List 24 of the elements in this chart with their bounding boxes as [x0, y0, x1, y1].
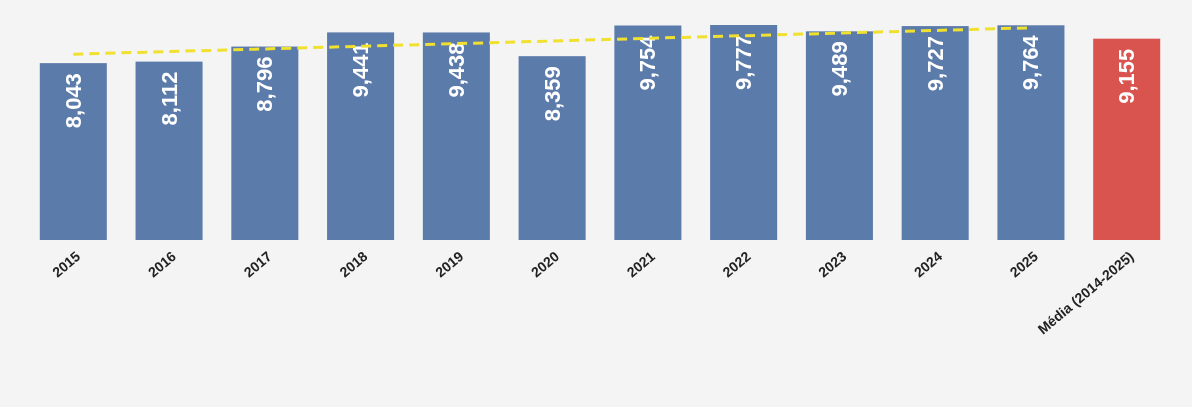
bar [805, 31, 873, 240]
bar [901, 26, 969, 240]
bar [518, 56, 586, 240]
data-label: 9,754 [635, 34, 661, 91]
data-label: 9,727 [922, 36, 948, 92]
bar [135, 61, 203, 240]
data-label: 9,489 [826, 41, 852, 97]
data-label: 8,796 [252, 56, 278, 112]
bar [1093, 38, 1161, 240]
bar [710, 25, 778, 240]
data-label: 9,441 [348, 42, 374, 98]
data-label: 8,112 [156, 71, 182, 126]
data-label: 9,764 [1018, 34, 1044, 91]
bar [327, 32, 395, 240]
bar [39, 63, 107, 240]
data-label: 8,043 [60, 73, 86, 129]
data-label: 9,438 [443, 42, 469, 98]
data-label: 9,155 [1114, 48, 1140, 104]
bar [614, 25, 682, 240]
bar [422, 32, 490, 240]
data-label: 8,359 [539, 66, 565, 122]
bar [997, 25, 1065, 240]
bar [231, 46, 299, 240]
data-label: 9,777 [731, 35, 757, 91]
